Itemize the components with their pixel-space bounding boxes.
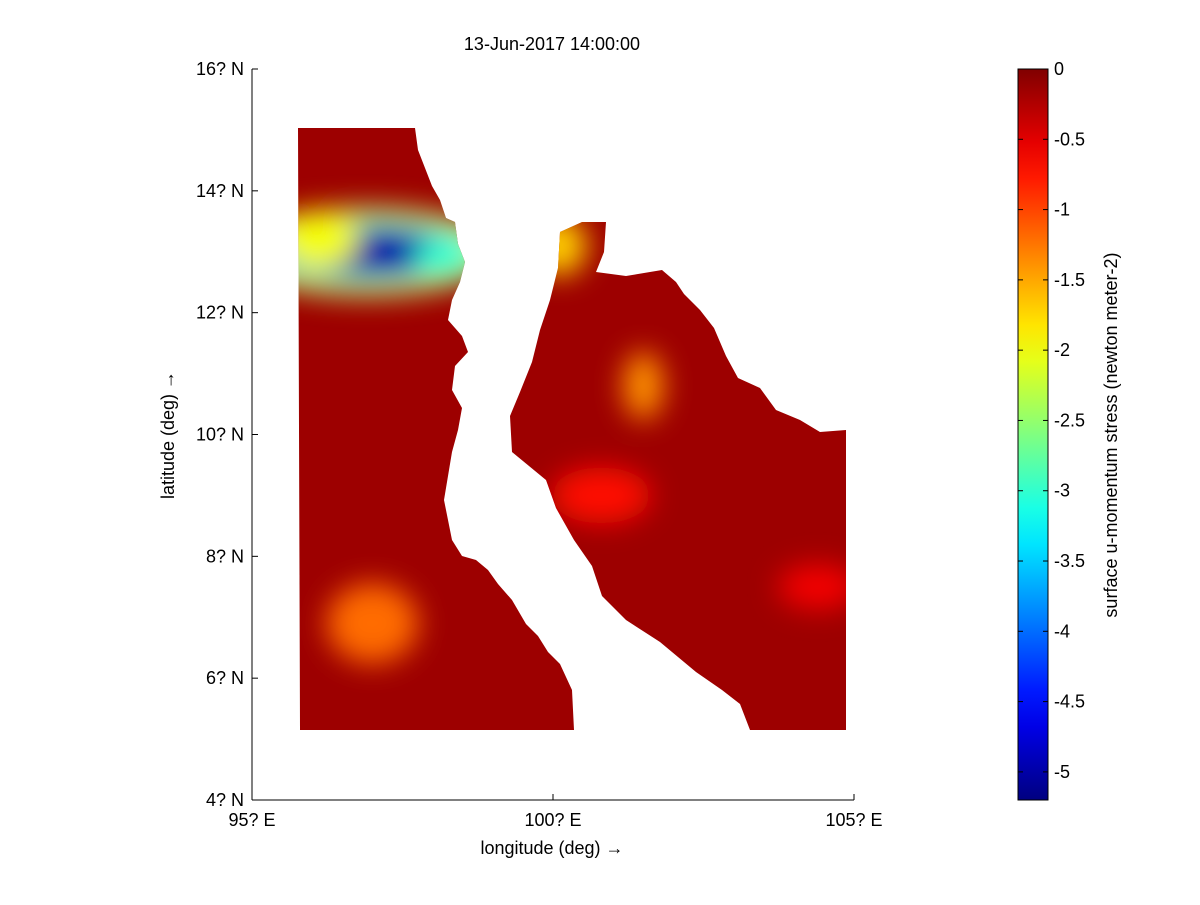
field-feature (551, 467, 652, 524)
field-feature (326, 583, 419, 664)
colorbar-label: surface u-momentum stress (newton meter-… (1101, 252, 1121, 617)
colorbar-ticks: 0 -0.5 -1 -1.5 -2 -2.5 -3 -3.5 -4 -4.5 -5 (1018, 59, 1085, 782)
colorbar-tick-label: -0.5 (1054, 129, 1085, 149)
chart-title: 13-Jun-2017 14:00:00 (464, 34, 640, 54)
colorbar-tick-label: -4 (1054, 621, 1070, 641)
colorbar-tick-label: -3.5 (1054, 551, 1085, 571)
y-tick-label: 6? N (206, 668, 244, 688)
y-tick-label: 8? N (206, 546, 244, 566)
colorbar-tick-label: -1 (1054, 200, 1070, 220)
x-axis-label: longitude (deg) → (480, 838, 623, 858)
colorbar-tick-label: -1.5 (1054, 270, 1085, 290)
colorbar-tick-label: -3 (1054, 481, 1070, 501)
field-feature (298, 209, 359, 270)
y-tick-label: 10? N (196, 425, 244, 445)
x-tick-label: 100? E (524, 810, 581, 830)
colorbar-tick-label: -5 (1054, 762, 1070, 782)
field-feature (414, 237, 475, 278)
x-tick-label: 95? E (228, 810, 275, 830)
x-ticks: 95? E 100? E 105? E (228, 794, 883, 830)
y-tick-label: 12? N (196, 303, 244, 323)
field-feature (623, 351, 664, 420)
colorbar-tick-label: 0 (1054, 59, 1064, 79)
field-feature (531, 215, 588, 276)
x-tick-label: 105? E (825, 810, 882, 830)
y-tick-label: 4? N (206, 790, 244, 810)
field-feature (777, 564, 846, 609)
y-ticks: 4? N 6? N 8? N 10? N 12? N 14? N 16? N (196, 59, 258, 810)
y-axis-label: latitude (deg) → (158, 371, 178, 499)
colorbar-tick-label: -2 (1054, 340, 1070, 360)
colorbar-tick-label: -2.5 (1054, 410, 1085, 430)
heatmap-field (298, 128, 846, 730)
colorbar (1017, 68, 1049, 801)
y-tick-label: 14? N (196, 181, 244, 201)
y-tick-label: 16? N (196, 59, 244, 79)
colorbar-tick-label: -4.5 (1054, 692, 1085, 712)
